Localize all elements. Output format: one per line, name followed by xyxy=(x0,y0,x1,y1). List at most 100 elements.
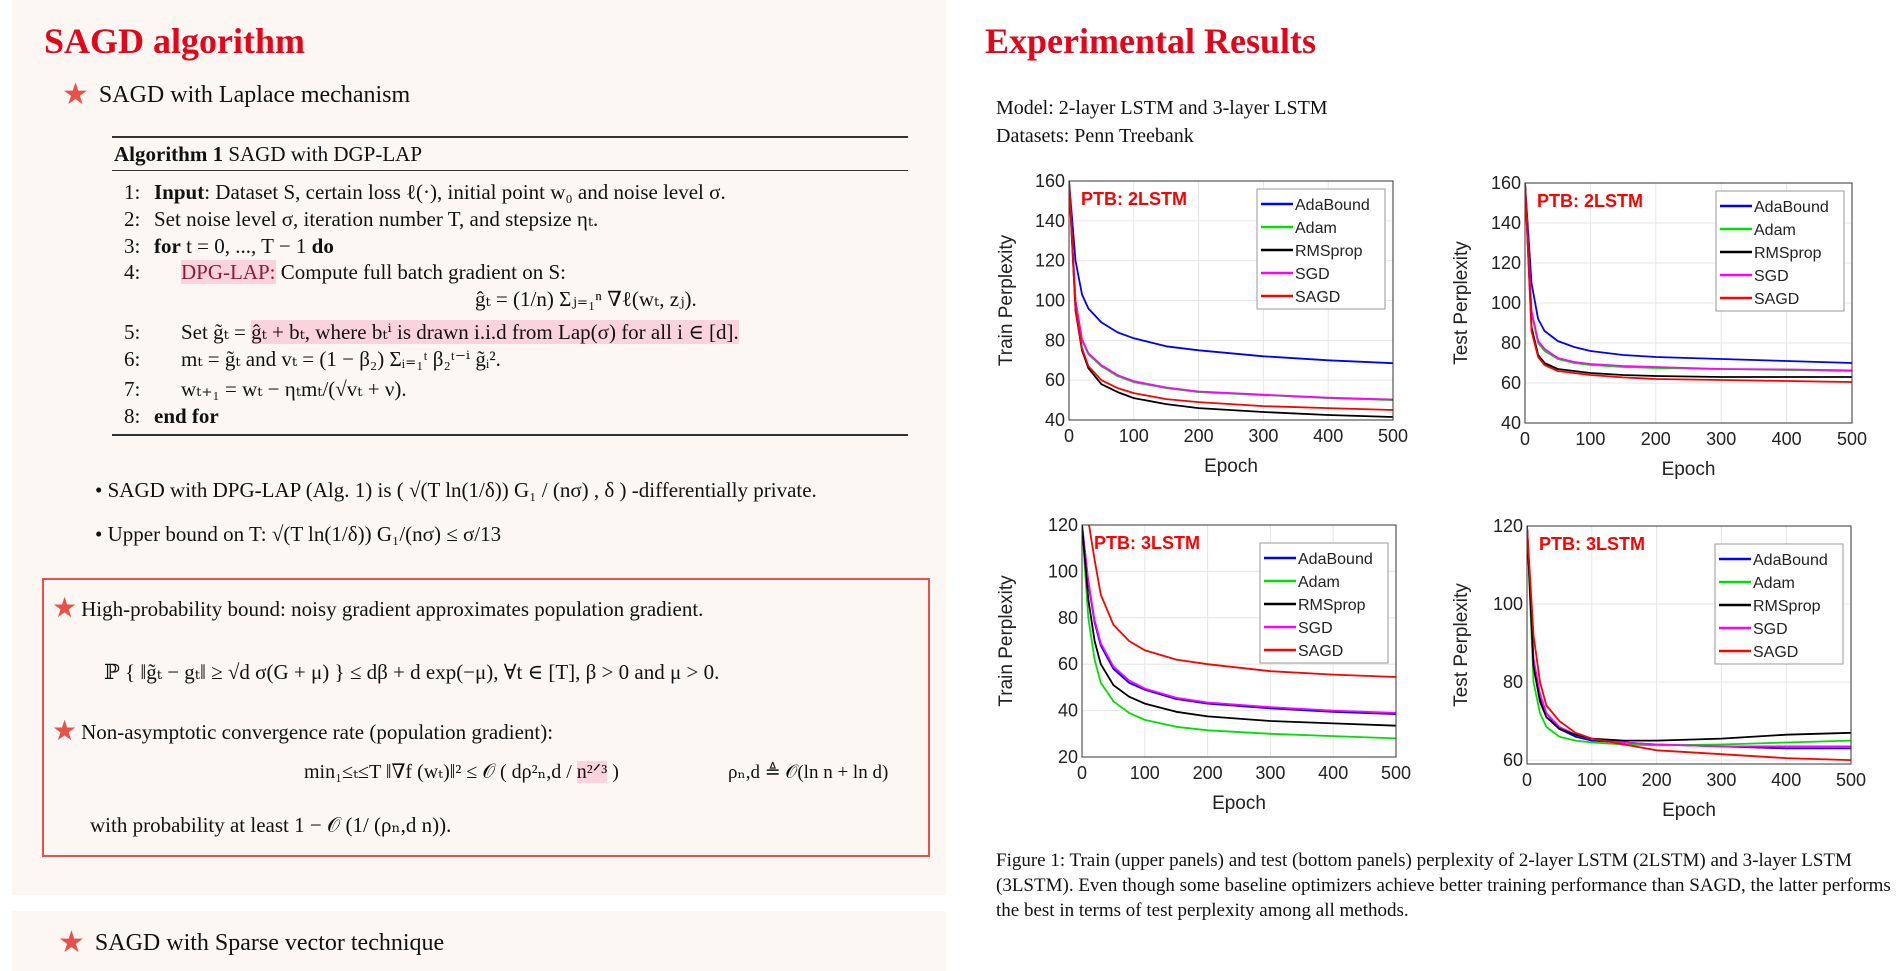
y-tick-label: 160 xyxy=(1491,173,1521,193)
y-tick-label: 60 xyxy=(1045,370,1065,390)
highlight-rate: n²ᐟ³ xyxy=(576,761,608,783)
x-axis-label: Epoch xyxy=(1662,800,1716,821)
y-tick-label: 140 xyxy=(1035,211,1065,231)
legend-label: RMSprop xyxy=(1298,597,1366,614)
x-tick-label: 400 xyxy=(1772,429,1802,449)
algorithm-line-8: 8: end for xyxy=(124,404,219,429)
line-number: 7: xyxy=(124,377,141,401)
series-line-adabound xyxy=(1525,183,1852,364)
x-tick-label: 300 xyxy=(1706,429,1736,449)
y-axis-label: Test Perplexity xyxy=(1451,583,1472,707)
series-line-adabound xyxy=(1069,181,1393,365)
y-tick-label: 60 xyxy=(1058,654,1078,674)
x-tick-label: 100 xyxy=(1575,429,1605,449)
algorithm-line-2: 2: Set noise level σ, iteration number T,… xyxy=(124,207,598,232)
chart-title: PTB: 3LSTM xyxy=(1539,534,1645,554)
series-line-sagd xyxy=(1069,181,1393,411)
item-text: Non-asymptotic convergence rate (populat… xyxy=(81,719,554,744)
legend-label: RMSprop xyxy=(1754,245,1822,262)
item-text: High-probability bound: noisy gradient a… xyxy=(81,596,704,621)
legend-label: AdaBound xyxy=(1298,551,1373,568)
chart-title: PTB: 2LSTM xyxy=(1537,191,1643,211)
left-title: SAGD algorithm xyxy=(44,21,305,61)
algorithm-line-6: 6: mₜ = g̃ₜ and vₜ = (1 − β₂) Σᵢ₌₁ᵗ β₂ᵗ⁻ⁱ… xyxy=(124,347,501,372)
line-number: 2: xyxy=(124,207,141,231)
y-tick-label: 120 xyxy=(1048,515,1078,535)
keyword: do xyxy=(311,234,334,258)
left-panel xyxy=(12,0,946,895)
line-number: 6: xyxy=(124,347,141,371)
legend-label: AdaBound xyxy=(1753,552,1828,569)
y-tick-label: 100 xyxy=(1491,293,1521,313)
algorithm-name: SAGD with DGP-LAP xyxy=(223,142,423,166)
x-tick-label: 100 xyxy=(1130,763,1160,783)
subtitle-text: SAGD with Sparse vector technique xyxy=(94,929,445,956)
highlight-dpg-lap: DPG-LAP: xyxy=(181,260,276,284)
algorithm-bottom-rule xyxy=(112,434,908,436)
legend-label: SGD xyxy=(1295,266,1330,283)
x-axis-label: Epoch xyxy=(1204,456,1258,477)
line-text: mₜ = g̃ₜ and vₜ = (1 − β₂) Σᵢ₌₁ᵗ β₂ᵗ⁻ⁱ g… xyxy=(181,347,501,371)
line-number: 1: xyxy=(124,180,141,204)
x-axis-label: Epoch xyxy=(1212,793,1266,814)
algorithm-line-5: 5: Set g̃ₜ = ĝₜ + bₜ, where bₜⁱ is drawn … xyxy=(124,320,739,345)
keyword: end for xyxy=(154,404,219,428)
chart-title: PTB: 2LSTM xyxy=(1081,189,1187,209)
formula: ĝₜ = (1/n) Σⱼ₌₁ⁿ ∇ℓ(wₜ, zⱼ). xyxy=(475,287,697,311)
y-tick-label: 100 xyxy=(1035,291,1065,311)
bullet-text: SAGD with DPG-LAP (Alg. 1) is ( √(T ln(1… xyxy=(107,478,817,502)
legend-label: Adam xyxy=(1298,574,1340,591)
legend-label: SAGD xyxy=(1298,643,1343,660)
subtitle-text: SAGD with Laplace mechanism xyxy=(98,81,411,108)
datasets-text: Datasets: Penn Treebank xyxy=(996,125,1194,147)
legend-label: SAGD xyxy=(1753,644,1798,661)
series-line-adam xyxy=(1527,526,1851,747)
y-tick-label: 80 xyxy=(1045,330,1065,350)
x-tick-label: 0 xyxy=(1520,429,1530,449)
x-axis-label: Epoch xyxy=(1662,459,1716,480)
x-tick-label: 0 xyxy=(1064,426,1074,446)
y-tick-label: 120 xyxy=(1035,251,1065,271)
y-tick-label: 60 xyxy=(1503,750,1523,770)
probability-statement: with probability at least 1 − 𝒪 (1/ (ρₙ,… xyxy=(90,813,452,837)
rho-definition: ρₙ,d ≜ 𝒪(ln n + ln d) xyxy=(728,762,889,783)
legend-label: Adam xyxy=(1754,222,1796,239)
algorithm-formula-gradient: ĝₜ = (1/n) Σⱼ₌₁ⁿ ∇ℓ(wₜ, zⱼ). xyxy=(475,287,697,312)
keyword: Input xyxy=(154,180,205,204)
chart-test-3lstm: 0 100 200 300 400 500 60 80 100 120 PTB: 3LSTM AdaB… xyxy=(1451,516,1866,821)
x-tick-label: 100 xyxy=(1119,426,1149,446)
legend-label: RMSprop xyxy=(1295,243,1363,260)
plot-frame xyxy=(1524,182,1853,424)
y-tick-label: 40 xyxy=(1058,701,1078,721)
y-axis-label: Train Perplexity xyxy=(996,575,1017,707)
x-tick-label: 200 xyxy=(1193,763,1223,783)
x-tick-label: 500 xyxy=(1837,429,1867,449)
x-tick-label: 200 xyxy=(1184,426,1214,446)
y-axis-label: Test Perplexity xyxy=(1451,241,1472,365)
y-tick-label: 120 xyxy=(1493,516,1523,536)
algorithm-line-1: 1: Input: Dataset S, certain loss ℓ(·), i… xyxy=(124,180,726,205)
plot-frame xyxy=(1081,524,1397,758)
plot-frame xyxy=(1526,525,1852,765)
y-tick-label: 40 xyxy=(1501,413,1521,433)
theory-box xyxy=(42,578,930,857)
x-tick-label: 0 xyxy=(1077,763,1087,783)
line-text: wₜ₊₁ = wₜ − ηₜmₜ/(√vₜ + ν). xyxy=(181,377,407,401)
y-tick-label: 80 xyxy=(1503,672,1523,692)
algorithm-top-rule xyxy=(112,136,908,138)
bullet-text: Upper bound on T: √(T ln(1/δ)) G₁/(nσ) ≤… xyxy=(107,522,502,546)
x-tick-label: 500 xyxy=(1378,426,1408,446)
chart-train-3lstm: 0 100 200 300 400 500 20 40 60 80 100 120 PTB: 3LSTM… xyxy=(996,515,1411,814)
series-line-sagd xyxy=(1527,526,1851,761)
y-tick-label: 80 xyxy=(1058,608,1078,628)
y-tick-label: 80 xyxy=(1501,333,1521,353)
next-section-panel xyxy=(12,911,946,971)
series-line-sagd xyxy=(1525,183,1852,383)
x-tick-label: 400 xyxy=(1771,770,1801,790)
y-tick-label: 100 xyxy=(1493,594,1523,614)
line-number: 8: xyxy=(124,404,141,428)
high-probability-item: ★ High-probability bound: noisy gradient… xyxy=(52,595,703,623)
line-number: 3: xyxy=(124,234,141,258)
legend-label: SAGD xyxy=(1295,289,1340,306)
y-tick-label: 100 xyxy=(1048,561,1078,581)
